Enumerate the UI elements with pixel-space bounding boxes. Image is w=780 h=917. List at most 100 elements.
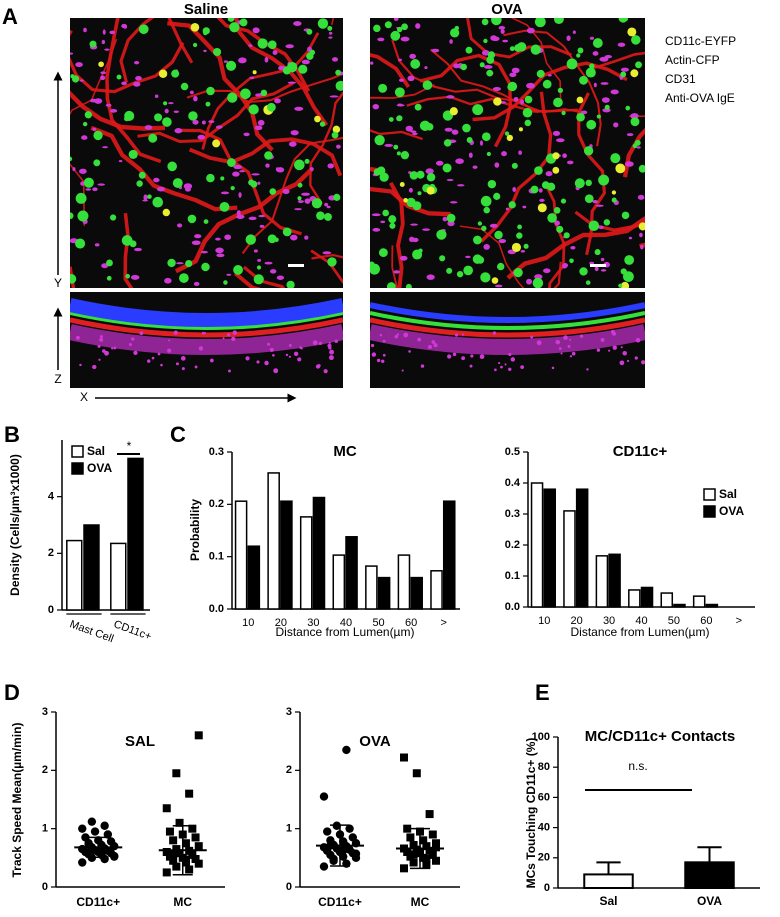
eyfp-cell	[547, 213, 557, 223]
igE-cell	[396, 104, 405, 107]
vessel	[309, 91, 343, 205]
igE-cell	[465, 255, 471, 259]
dot	[536, 340, 542, 346]
igE-cell	[522, 205, 527, 209]
dot	[160, 363, 163, 367]
igE-cell	[193, 281, 200, 287]
vessel	[419, 53, 513, 148]
eyfp-cell	[542, 79, 552, 89]
eyfp-cell	[516, 232, 523, 239]
bar	[430, 570, 443, 610]
dot	[79, 363, 82, 367]
igE-cell	[301, 59, 310, 65]
eyfp-cell	[297, 182, 303, 188]
igE-cell	[238, 57, 247, 64]
igE-cell	[121, 81, 127, 86]
dot	[612, 345, 617, 350]
eyfp-cell	[180, 82, 189, 91]
dot	[317, 364, 321, 368]
point	[348, 833, 357, 842]
eyfp-cell	[592, 38, 603, 48]
eyfp-cell	[373, 168, 381, 176]
eyfp-cell	[267, 234, 277, 244]
vessel	[70, 38, 118, 116]
point	[175, 849, 184, 858]
eyfp-cell	[267, 40, 277, 50]
igE-cell	[600, 257, 605, 262]
dot	[168, 339, 171, 342]
panel-label: B	[4, 422, 20, 447]
igE-cell	[175, 262, 184, 265]
eyfp-cell	[507, 81, 518, 92]
bar	[110, 542, 127, 611]
igE-cell	[526, 82, 536, 89]
igE-cell	[543, 268, 551, 274]
dot	[256, 360, 260, 364]
igE-cell	[191, 240, 201, 246]
point	[400, 753, 408, 762]
dot	[194, 365, 198, 369]
y-tick-label: 1	[286, 823, 292, 835]
igE-cell	[409, 53, 417, 59]
x-tick-label: Sal	[599, 894, 617, 908]
eyfp-cell	[522, 107, 533, 118]
eyfp-cell	[201, 262, 210, 272]
y-axis-label: MCs Touching CD11c+ (%)	[524, 738, 538, 889]
eyfp-cell	[449, 107, 458, 116]
igE-cell	[444, 127, 453, 132]
dot	[318, 341, 323, 346]
dot	[370, 343, 375, 348]
y-tick-label: 0.1	[505, 570, 520, 582]
igE-cell	[327, 163, 334, 169]
point	[412, 845, 421, 854]
x-tick-label: CD11c+	[112, 618, 153, 643]
dot	[560, 352, 563, 355]
eyfp-cell	[187, 214, 197, 224]
vessel	[370, 83, 435, 99]
eyfp-cell	[239, 18, 248, 27]
axis-letter: X	[80, 390, 88, 404]
eyfp-cell	[93, 159, 101, 167]
igE-cell	[97, 183, 106, 186]
point	[162, 868, 171, 877]
igE-cell	[601, 97, 610, 103]
dot	[75, 335, 80, 340]
y-tick-label: 3	[286, 706, 292, 718]
eyfp-cell	[450, 28, 460, 38]
igE-cell	[483, 65, 493, 69]
igE-cell	[220, 191, 230, 195]
igE-cell	[380, 220, 386, 224]
igE-cell	[223, 60, 229, 63]
igE-cell	[639, 232, 643, 238]
dot	[151, 356, 155, 360]
vessel	[370, 129, 423, 141]
eyfp-cell	[493, 97, 502, 106]
bar	[280, 500, 293, 610]
igE-cell	[200, 250, 208, 254]
point	[185, 865, 194, 874]
eyfp-cell	[576, 112, 585, 122]
igE-cell	[520, 250, 526, 253]
y-tick-label: 0.3	[209, 446, 224, 458]
dot	[131, 337, 135, 341]
igE-cell	[285, 44, 294, 49]
point	[169, 850, 178, 859]
x-tick-label: 10	[538, 615, 550, 627]
layer	[370, 317, 645, 338]
vessel	[70, 41, 185, 94]
dot	[147, 359, 151, 363]
dot	[201, 331, 205, 335]
eyfp-cell	[128, 149, 138, 160]
vessel	[479, 91, 553, 243]
eyfp-cell	[121, 235, 133, 246]
eyfp-cell	[632, 143, 638, 149]
dot	[167, 348, 172, 353]
eyfp-cell	[439, 255, 446, 262]
igE-cell	[613, 122, 619, 128]
dot	[530, 335, 534, 339]
igE-cell	[123, 24, 128, 29]
dot	[508, 367, 512, 371]
igE-cell	[570, 246, 576, 250]
eyfp-cell	[561, 110, 566, 116]
igE-cell	[282, 188, 290, 195]
